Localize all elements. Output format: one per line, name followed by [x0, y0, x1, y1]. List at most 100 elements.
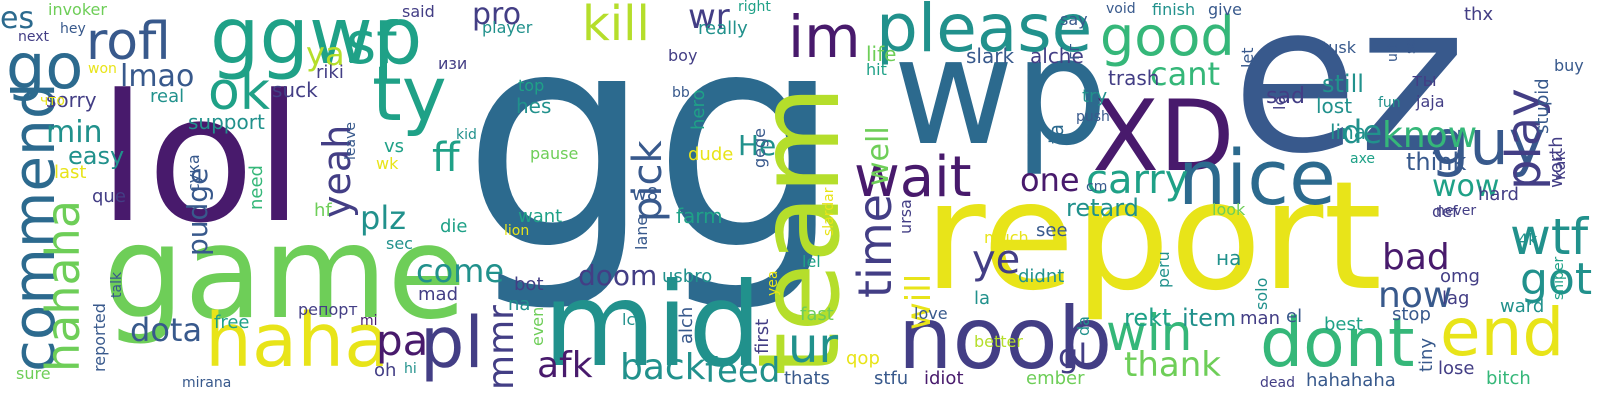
word-say: say [1060, 10, 1088, 29]
word-lina: lina [1330, 120, 1367, 144]
word-lc: lc [622, 310, 636, 329]
word-pick: pick [625, 140, 671, 222]
word-lmao: lmao [120, 59, 195, 94]
word-thx: thx [1464, 4, 1494, 25]
word-think: think [1406, 148, 1467, 176]
word-didnt: didnt [1018, 266, 1065, 287]
word-sec: sec [386, 234, 413, 253]
word-jaja: jaja [1416, 92, 1445, 111]
word-bitch: bitch [1486, 368, 1531, 389]
word-kill: kill [582, 0, 650, 52]
word-afk: afk [537, 345, 593, 386]
word-win: win [1106, 304, 1193, 362]
word-report-cyrillic: репорт [298, 300, 358, 319]
word-ne-cyrillic: Не [738, 129, 777, 162]
word-report: report [924, 150, 1383, 324]
word-wtf: wtf [1510, 208, 1589, 266]
word-free: free [214, 312, 250, 333]
word-void: void [1106, 1, 1136, 17]
word-stop: stop [1392, 304, 1431, 325]
word-nice: nice [1178, 133, 1336, 222]
word-sad: sad [1266, 84, 1305, 109]
word-min: min [46, 115, 103, 150]
word-rofl: rofl [86, 12, 171, 72]
word-riki: riki [316, 62, 344, 83]
word-let: let [1238, 47, 1257, 68]
word-ty-cyrillic: ты [1412, 70, 1437, 91]
word-na-cyrillic: на [1216, 246, 1242, 270]
word-go: go [6, 30, 84, 103]
word-even: even [528, 306, 547, 346]
word-ult: ult [1385, 43, 1401, 62]
word-guy: guy [1430, 106, 1546, 179]
word-doom: doom [578, 259, 658, 292]
word-que: que [92, 186, 126, 207]
word-support: support [188, 110, 265, 134]
word-ta: ta [1044, 123, 1068, 144]
word-ur: ur [788, 318, 839, 374]
word-sure: sure [16, 364, 51, 383]
word-leave: leave [343, 122, 359, 160]
word-sf: sf [346, 9, 397, 77]
word-dota: dota [130, 311, 203, 349]
word-pl: pl [420, 302, 484, 384]
word-gg-cyrillic: гг [1064, 43, 1083, 60]
word-ggwp: ggwp [210, 0, 423, 82]
word-se: se [1403, 38, 1419, 54]
word-won: won [88, 61, 117, 77]
word-ff: ff [432, 135, 460, 181]
word-cm: cm [1086, 179, 1108, 195]
word-time: time [848, 194, 902, 298]
word-gege: gege [750, 128, 769, 168]
word-bot: bot [514, 274, 544, 295]
word-hit: hit [866, 60, 887, 79]
word-talk: talk [109, 271, 125, 298]
word-dead: dead [1260, 375, 1295, 391]
word-retard: retard [1066, 194, 1139, 222]
word-mid: mid [543, 258, 762, 393]
word-last: last [54, 162, 87, 183]
word-el: el [1286, 306, 1303, 327]
word-need: need [246, 165, 267, 210]
word-ward: ward [1500, 296, 1545, 317]
word-chto-cyrillic: что [40, 93, 65, 109]
word-man: man [1240, 308, 1280, 329]
word-hahahaha: hahahaha [1306, 370, 1396, 391]
word-mirana: mirana [182, 375, 232, 391]
word-life: life [866, 42, 897, 66]
word-die: die [440, 216, 468, 237]
word-wow: wow [1432, 169, 1500, 204]
word-item: item [1182, 304, 1237, 332]
word-hes: hes [516, 94, 552, 118]
word-lo: lo [1270, 95, 1289, 110]
word-know: know [1382, 115, 1478, 156]
word-got: got [1520, 254, 1593, 305]
word-pro: pro [472, 0, 522, 32]
word-right: right [738, 0, 771, 15]
word-lag: lag [1442, 288, 1470, 309]
word-suka-cyrillic: сука [184, 154, 203, 192]
word-player: player [482, 18, 533, 37]
word-dont: dont [1260, 304, 1415, 383]
word-much: much [984, 228, 1029, 247]
word-gg: gg [462, 0, 843, 316]
word-please: please [876, 0, 1093, 67]
word-wp: wp [893, 6, 1108, 178]
word-pa: pa [376, 316, 429, 365]
word-hahaha: hahaha [36, 199, 90, 372]
word-izi-cyrillic: изи [438, 54, 468, 73]
word-trash: trash [1108, 66, 1160, 90]
word-ye: ye [972, 237, 1021, 283]
word-lost: lost [1316, 94, 1353, 118]
word-usbro: usbro [662, 266, 713, 287]
word-slardar: slardar [821, 187, 837, 237]
word-kak-cyrillic: как [1550, 150, 1569, 180]
word-fast: fast [800, 304, 834, 325]
word-lane: lane [632, 215, 651, 250]
word-omg: omg [1440, 266, 1480, 287]
word-invoker: invoker [48, 0, 107, 19]
word-es: es [0, 1, 35, 36]
word-said: said [402, 2, 435, 21]
word-hero: hero [688, 89, 709, 131]
word-lose: lose [1438, 358, 1475, 379]
